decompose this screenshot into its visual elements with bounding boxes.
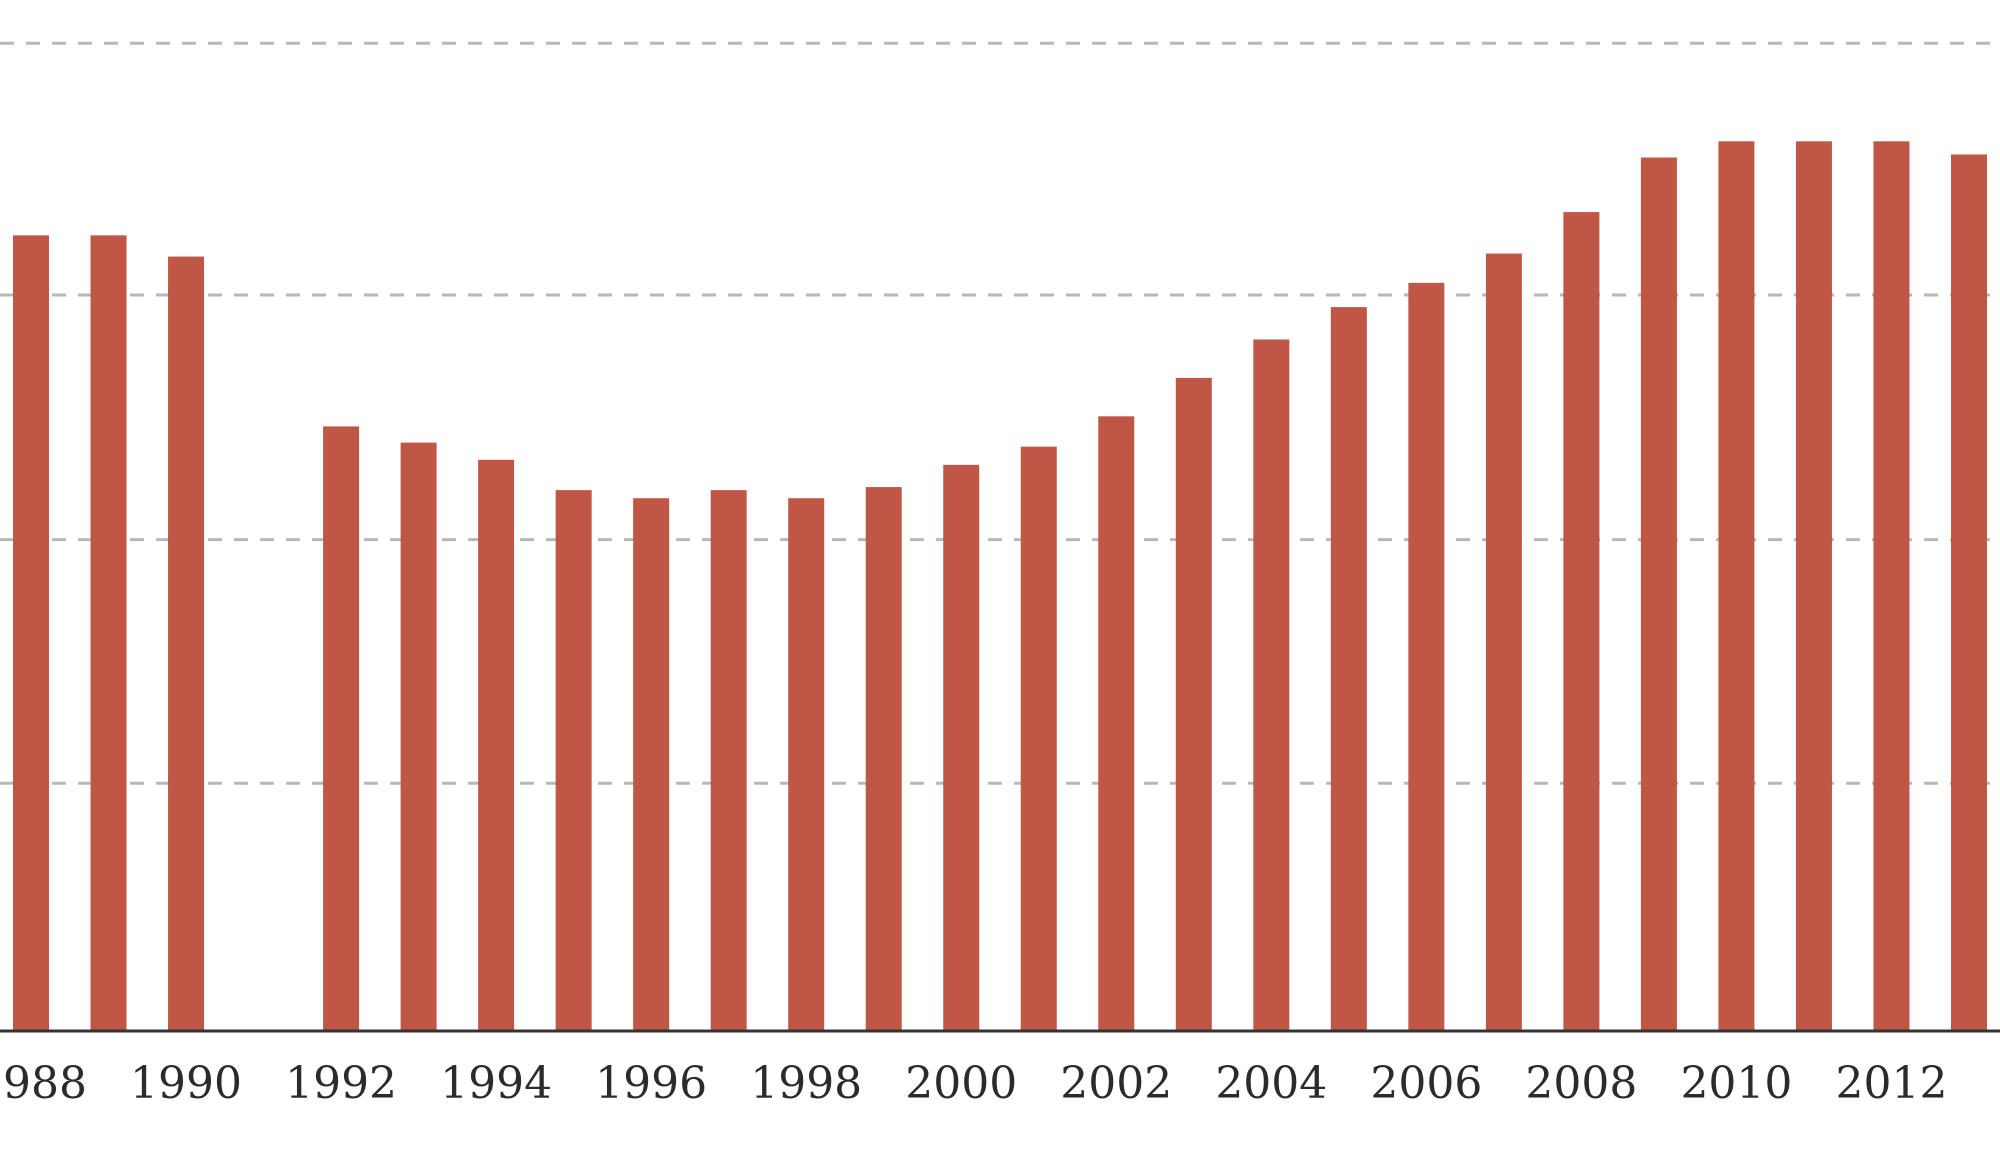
x-tick-labels: 1988 1990 1992 1994 1996 1998 2000 2002 2004 2006… — [0, 1058, 1947, 1109]
bar-1997 — [710, 490, 747, 1031]
x-tick-label: 2012 — [1835, 1058, 1947, 1109]
bar-1990 — [168, 256, 205, 1032]
bar-1992 — [323, 426, 360, 1031]
bar-2003 — [1175, 377, 1212, 1031]
bar-2002 — [1098, 416, 1135, 1031]
x-tick-label: 2000 — [905, 1058, 1017, 1109]
bars — [13, 141, 1987, 1032]
bar-1995 — [555, 490, 592, 1031]
bar-2008 — [1563, 212, 1600, 1032]
x-tick-label: 2010 — [1680, 1058, 1792, 1109]
bar-2005 — [1330, 307, 1367, 1031]
gridlines — [0, 41, 2000, 785]
bar-2010 — [1718, 141, 1755, 1031]
bar-2000 — [943, 464, 980, 1032]
bar-2012 — [1873, 141, 1910, 1031]
bar-2006 — [1408, 282, 1445, 1031]
bar-2013 — [1950, 154, 1987, 1031]
x-tick-label: 2006 — [1370, 1058, 1482, 1109]
x-tick-label: 2008 — [1525, 1058, 1637, 1109]
bar-2004 — [1253, 339, 1290, 1031]
x-tick-label: 1992 — [285, 1058, 397, 1109]
bar-2011 — [1795, 141, 1832, 1031]
bar-1989 — [90, 235, 127, 1031]
x-tick-label: 1990 — [130, 1058, 242, 1109]
x-tick-label: 1998 — [750, 1058, 862, 1109]
x-tick-label: 2002 — [1060, 1058, 1172, 1109]
bar-1999 — [865, 487, 902, 1031]
bar-2001 — [1020, 446, 1057, 1032]
bar-1994 — [478, 459, 515, 1031]
x-tick-label: 2004 — [1215, 1058, 1327, 1109]
x-tick-label: 1996 — [595, 1058, 707, 1109]
bar-2007 — [1485, 253, 1522, 1031]
x-tick-label: 1994 — [440, 1058, 552, 1109]
bar-2009 — [1640, 157, 1677, 1032]
x-tick-label: 1988 — [0, 1058, 87, 1109]
bar-1998 — [788, 498, 825, 1031]
bar-1996 — [633, 498, 670, 1031]
bar-1993 — [400, 442, 437, 1031]
bar-1988 — [13, 235, 50, 1031]
